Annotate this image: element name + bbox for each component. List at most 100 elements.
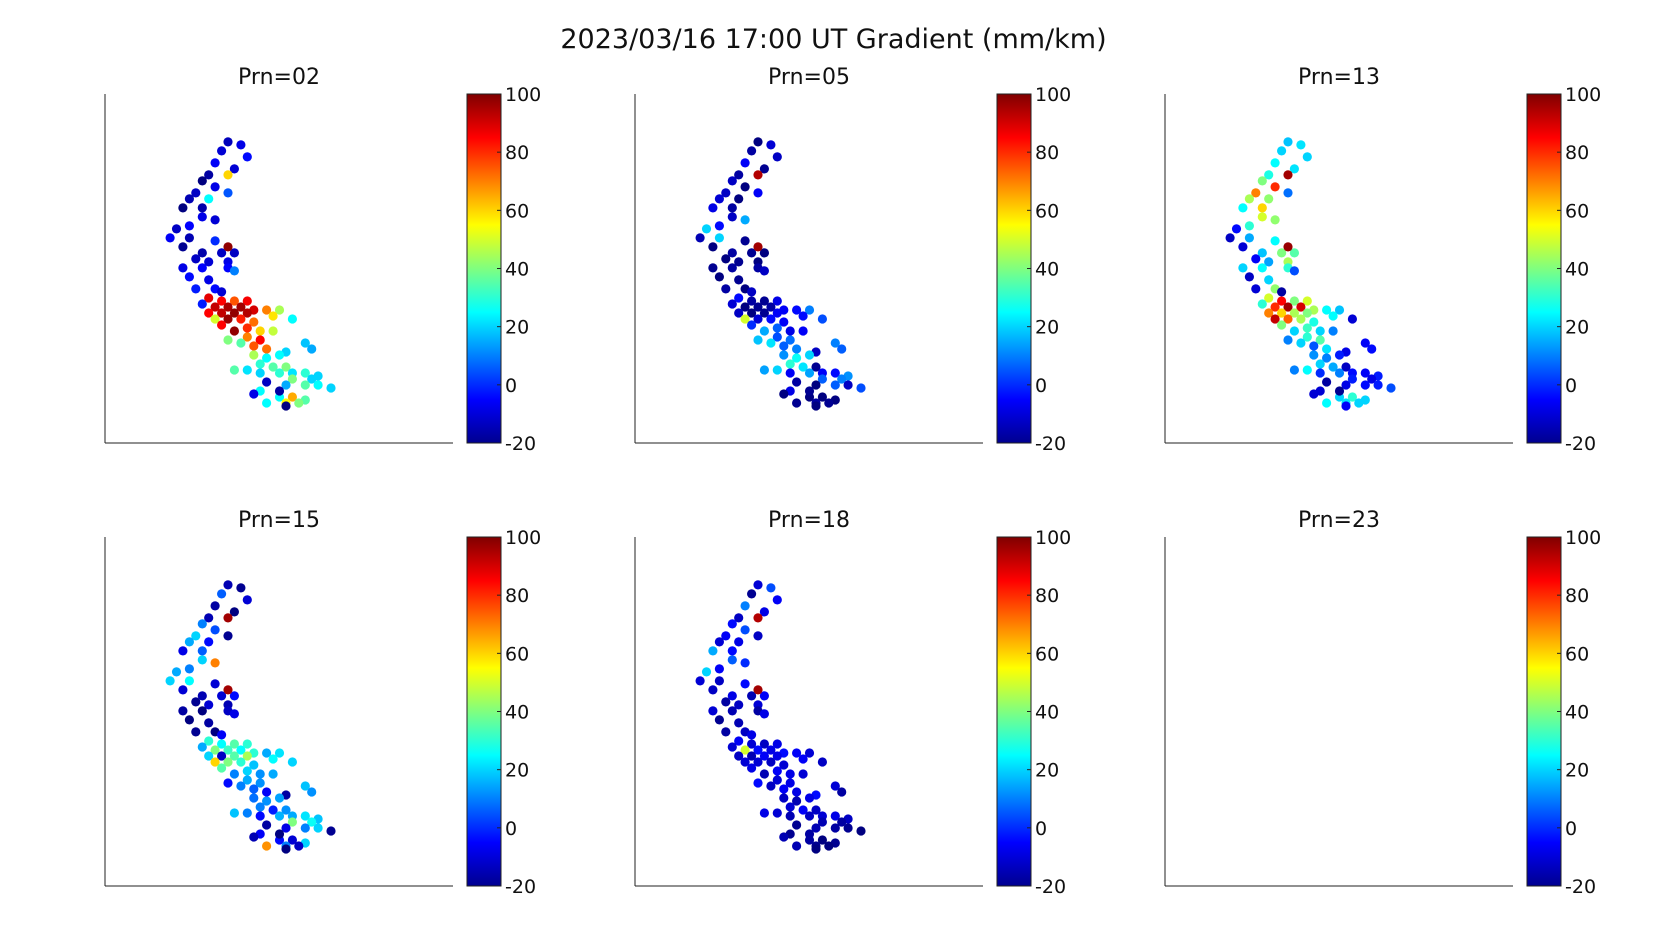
scatter-point <box>281 401 291 411</box>
scatter-point <box>1277 320 1287 330</box>
scatter-point <box>772 595 782 605</box>
scatter-point <box>307 344 317 354</box>
scatter-point <box>210 236 220 246</box>
scatter-point <box>1296 140 1306 150</box>
scatter-point <box>1270 314 1280 324</box>
scatter-point <box>811 844 821 854</box>
scatter-point <box>1367 344 1377 354</box>
scatter-point <box>811 362 821 372</box>
scatter-point <box>1315 368 1325 378</box>
colorbar-tick-label: 80 <box>1035 142 1059 164</box>
scatter-point <box>714 194 725 204</box>
scatter-point <box>262 748 272 758</box>
panel-title: Prn=05 <box>768 65 850 90</box>
scatter-point <box>210 314 220 324</box>
scatter-point <box>1257 176 1267 186</box>
scatter-point <box>714 233 725 243</box>
scatter-point <box>281 380 291 390</box>
scatter-point <box>759 808 770 818</box>
scatter-point <box>249 350 259 360</box>
scatter-point <box>792 841 802 851</box>
scatter-point <box>1264 293 1274 303</box>
scatter-point <box>734 637 744 647</box>
scatter-point <box>274 305 285 315</box>
scatter-point <box>747 308 757 318</box>
colorbar-tick-label: 40 <box>505 259 529 281</box>
scatter-point <box>1270 182 1280 192</box>
scatter-point <box>740 158 750 168</box>
scatter-point <box>274 748 285 758</box>
scatter-point <box>792 377 802 387</box>
scatter-point <box>255 802 265 812</box>
scatter-point <box>236 583 246 593</box>
scatter-point <box>1373 380 1383 390</box>
scatter-point <box>178 646 188 656</box>
scatter-point <box>753 314 763 324</box>
scatter-point <box>830 380 840 390</box>
scatter-point <box>184 664 194 674</box>
scatter-point <box>740 302 750 312</box>
scatter-point <box>184 715 194 725</box>
scatter-point <box>217 320 227 330</box>
scatter-point <box>242 775 252 785</box>
scatter-point <box>721 697 731 707</box>
scatter-point <box>217 296 227 306</box>
scatter-point <box>759 739 770 749</box>
scatter-point <box>307 374 317 384</box>
scatter-point <box>229 691 239 701</box>
scatter-point <box>300 338 310 348</box>
scatter-point <box>229 709 239 719</box>
scatter-point <box>1289 326 1299 336</box>
scatter-point <box>281 823 291 833</box>
scatter-point <box>204 718 214 728</box>
scatter-point <box>804 748 815 758</box>
scatter-point <box>824 841 834 851</box>
scatter-point <box>223 137 233 147</box>
scatter-point <box>798 311 808 321</box>
scatter-point <box>830 811 840 821</box>
scatter-point <box>734 275 744 285</box>
scatter-point <box>1289 266 1299 276</box>
scatter-point <box>714 676 725 686</box>
scatter-point <box>759 296 770 306</box>
scatter-point <box>191 188 201 198</box>
scatter-point <box>766 302 776 312</box>
scatter-point <box>1328 362 1338 372</box>
scatter-point <box>1257 212 1267 222</box>
scatter-point <box>759 164 770 174</box>
panel-5: Prn=18 100 80 60 40 20 0 -20 <box>634 508 1071 898</box>
figure-title: 2023/03/16 17:00 UT Gradient (mm/km) <box>560 24 1107 55</box>
scatter-point <box>1322 305 1332 315</box>
scatter-point <box>779 317 789 327</box>
scatter-point <box>281 805 291 815</box>
scatter-point <box>1289 248 1299 258</box>
scatter-point <box>255 335 265 345</box>
scatter-point <box>204 293 214 303</box>
scatter-point <box>178 203 188 213</box>
scatter-point <box>811 805 821 815</box>
colorbar-tick-label: -20 <box>505 876 536 898</box>
scatter-point <box>727 248 737 258</box>
scatter-point <box>184 221 194 231</box>
scatter-point <box>1277 308 1287 318</box>
scatter-point <box>229 164 239 174</box>
colorbar-tick-label: 40 <box>1565 259 1589 281</box>
scatter-point <box>811 401 821 411</box>
scatter-point <box>1264 275 1274 285</box>
scatter-point <box>708 685 718 695</box>
scatter-point <box>204 700 214 710</box>
scatter-point <box>223 613 233 623</box>
colorbar-tick-label: 0 <box>505 375 517 397</box>
scatter-point <box>1347 374 1357 384</box>
scatter-point <box>217 751 227 761</box>
scatter-point <box>701 667 712 677</box>
colorbar-tick-label: 0 <box>1035 375 1047 397</box>
scatter-point <box>792 820 802 830</box>
scatter-point <box>326 383 336 393</box>
scatter-point <box>1283 242 1293 252</box>
scatter-point <box>708 242 718 252</box>
scatter-point <box>217 589 227 599</box>
scatter-point <box>817 757 828 767</box>
colorbar <box>996 93 1032 444</box>
